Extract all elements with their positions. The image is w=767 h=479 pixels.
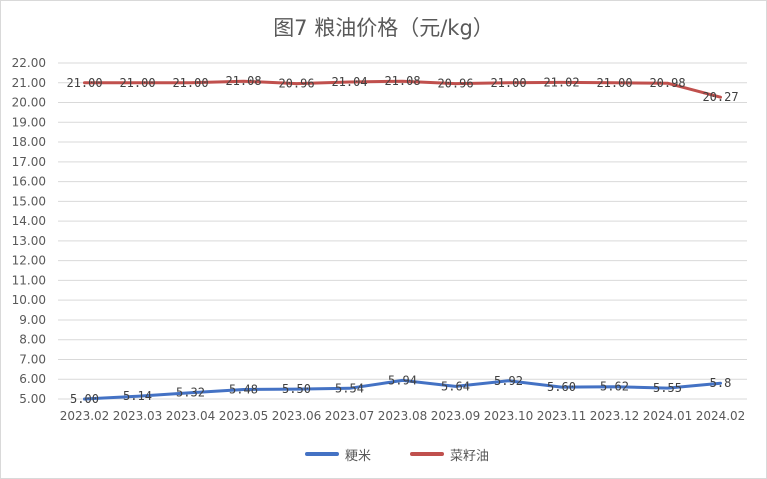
legend-item-series-2: 菜籽油 <box>410 444 489 464</box>
y-tick-label: 8.00 <box>19 333 46 347</box>
x-tick-label: 2023.04 <box>166 409 216 423</box>
data-label: 20.96 <box>437 77 473 91</box>
data-label: 21.00 <box>172 76 208 90</box>
legend-label-series-2: 菜籽油 <box>450 448 490 464</box>
data-label: 21.00 <box>119 76 155 90</box>
data-label: 20.27 <box>702 90 738 104</box>
x-tick-label: 2023.02 <box>60 409 110 423</box>
data-label: 5.60 <box>547 380 576 394</box>
y-tick-label: 7.00 <box>19 352 46 366</box>
x-tick-label: 2024.01 <box>643 409 693 423</box>
y-tick-label: 17.00 <box>12 155 46 169</box>
data-label: 5.00 <box>70 392 99 406</box>
data-label: 5.54 <box>335 381 364 395</box>
data-label: 21.08 <box>225 74 261 88</box>
data-label: 5.94 <box>388 373 417 387</box>
y-tick-label: 5.00 <box>19 392 46 406</box>
x-tick-label: 2023.11 <box>537 409 587 423</box>
x-tick-label: 2023.12 <box>590 409 640 423</box>
y-axis-ticks: 5.00 6.00 7.00 8.00 9.00 10.00 11.00 12.00 13.00… <box>12 56 46 406</box>
y-tick-label: 13.00 <box>12 234 46 248</box>
data-label: 21.04 <box>331 75 367 89</box>
y-tick-label: 6.00 <box>19 372 46 386</box>
y-tick-label: 18.00 <box>12 135 46 149</box>
x-tick-label: 2024.02 <box>696 409 746 423</box>
series-line-1 <box>83 378 722 401</box>
data-label: 5.8 <box>710 376 732 390</box>
y-tick-label: 22.00 <box>12 56 46 70</box>
data-label: 5.14 <box>123 389 152 403</box>
x-tick-label: 2023.05 <box>219 409 269 423</box>
chart-title: 图7 粮油价格（元/kg） <box>273 16 494 40</box>
x-axis-ticks: 2023.02 2023.03 2023.04 2023.05 2023.06 2023.… <box>60 409 746 423</box>
x-tick-label: 2023.07 <box>325 409 375 423</box>
legend-label-series-1: 粳米 <box>345 448 372 464</box>
grid-lines <box>58 62 747 400</box>
x-tick-label: 2023.10 <box>484 409 534 423</box>
x-tick-label: 2023.08 <box>378 409 428 423</box>
y-tick-label: 10.00 <box>12 293 46 307</box>
legend-swatch-series-2 <box>410 452 444 456</box>
y-tick-label: 14.00 <box>12 214 46 228</box>
y-tick-label: 15.00 <box>12 194 46 208</box>
x-tick-label: 2023.06 <box>272 409 322 423</box>
data-label: 21.00 <box>596 76 632 90</box>
y-tick-label: 16.00 <box>12 175 46 189</box>
data-label: 5.50 <box>282 382 311 396</box>
y-tick-label: 11.00 <box>12 273 46 287</box>
series-lines <box>83 79 722 401</box>
y-tick-label: 20.00 <box>12 96 46 110</box>
data-label: 21.00 <box>490 76 526 90</box>
data-label: 5.32 <box>176 386 205 400</box>
data-label: 20.96 <box>278 77 314 91</box>
data-label: 20.98 <box>649 76 685 90</box>
data-label: 21.00 <box>66 76 102 90</box>
legend: 粳米 菜籽油 <box>0 444 767 464</box>
data-label: 5.48 <box>229 383 258 397</box>
data-label: 5.92 <box>494 374 523 388</box>
y-tick-label: 12.00 <box>12 254 46 268</box>
data-label: 5.55 <box>653 381 682 395</box>
series-line-2 <box>83 79 722 99</box>
y-tick-label: 21.00 <box>12 76 46 90</box>
y-tick-label: 9.00 <box>19 313 46 327</box>
data-label: 21.02 <box>543 75 579 89</box>
x-tick-label: 2023.09 <box>431 409 481 423</box>
data-labels: 5.00 5.14 5.32 5.48 5.50 5.54 5.94 5.64 5.92 5.60… <box>66 74 738 406</box>
legend-item-series-1: 粳米 <box>305 444 371 464</box>
x-tick-label: 2023.03 <box>113 409 163 423</box>
data-label: 21.08 <box>384 74 420 88</box>
data-label: 5.64 <box>441 379 470 393</box>
legend-swatch-series-1 <box>305 452 339 456</box>
data-label: 5.62 <box>600 380 629 394</box>
y-tick-label: 19.00 <box>12 115 46 129</box>
